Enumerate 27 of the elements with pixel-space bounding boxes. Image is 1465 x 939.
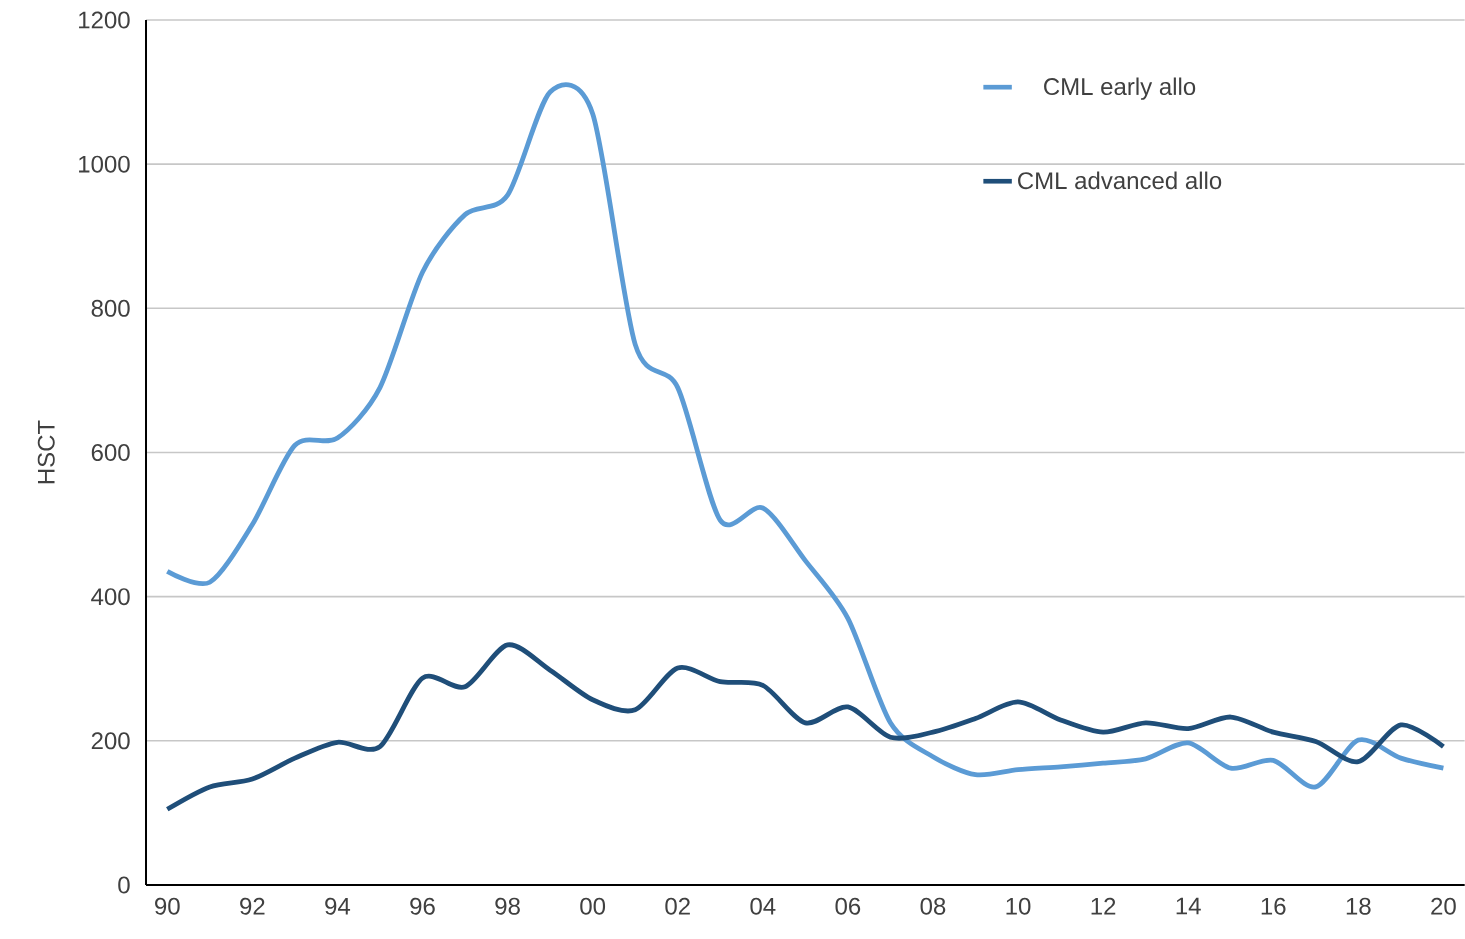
x-tick-label: 14 bbox=[1176, 897, 1201, 915]
legend-label: CML early allo bbox=[1044, 77, 1196, 100]
x-tick-label: 20 bbox=[1431, 897, 1456, 915]
legend-label: CML advanced allo bbox=[1018, 171, 1222, 190]
y-axis-title: HSCT bbox=[37, 420, 55, 484]
y-tick-label: 800 bbox=[91, 299, 130, 317]
x-tick-label: 12 bbox=[1091, 897, 1116, 915]
x-tick-label: 00 bbox=[580, 897, 606, 915]
y-tick-label: 400 bbox=[91, 588, 130, 606]
y-tick-label: 0 bbox=[118, 876, 130, 894]
x-tick-label: 08 bbox=[920, 897, 946, 915]
x-tick-label: 16 bbox=[1261, 897, 1286, 915]
y-tick-label: 200 bbox=[91, 732, 130, 750]
x-tick-label: 98 bbox=[495, 897, 520, 915]
y-tick-label: 1200 bbox=[79, 11, 130, 29]
y-tick-label: 600 bbox=[91, 443, 130, 461]
x-tick-label: 06 bbox=[835, 897, 861, 915]
x-tick-label: 92 bbox=[240, 897, 265, 915]
x-tick-label: 90 bbox=[155, 897, 180, 915]
x-tick-label: 18 bbox=[1346, 897, 1371, 915]
x-tick-label: 04 bbox=[750, 897, 776, 915]
x-tick-label: 94 bbox=[325, 897, 351, 915]
x-tick-label: 96 bbox=[410, 897, 435, 915]
line-series bbox=[164, 642, 1446, 812]
y-tick-label: 1000 bbox=[79, 155, 130, 173]
x-tick-label: 02 bbox=[665, 897, 690, 915]
x-tick-label: 10 bbox=[1006, 897, 1031, 915]
